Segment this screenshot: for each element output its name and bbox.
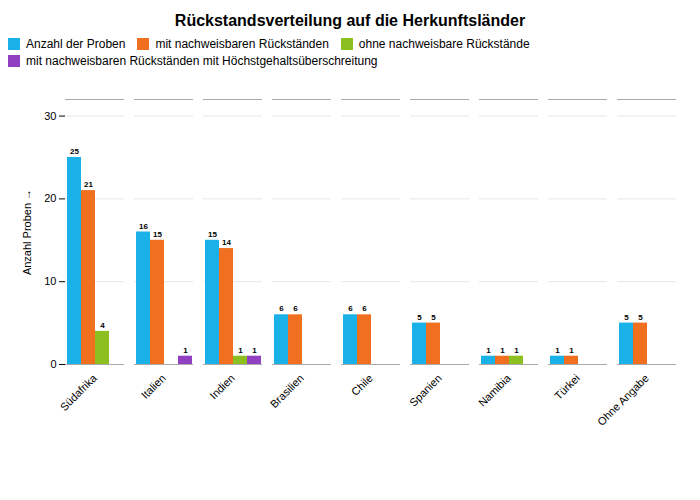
svg-text:1: 1 — [555, 346, 560, 355]
svg-text:Chile: Chile — [349, 372, 375, 398]
svg-text:1: 1 — [183, 346, 188, 355]
svg-text:5: 5 — [417, 313, 422, 322]
svg-text:Anzahl Proben →: Anzahl Proben → — [21, 189, 33, 275]
svg-text:1: 1 — [500, 346, 505, 355]
svg-text:1: 1 — [252, 346, 257, 355]
svg-text:1: 1 — [486, 346, 491, 355]
svg-text:25: 25 — [70, 147, 79, 156]
svg-text:5: 5 — [624, 313, 629, 322]
svg-text:6: 6 — [293, 304, 298, 313]
html-text:mit nachweisbaren Rückständen: mit nachweisbaren Rückständen — [155, 37, 329, 52]
html-text:ohne nachweisbare Rückstände: ohne nachweisbare Rückstände — [358, 37, 530, 52]
svg-text:Türkei: Türkei — [552, 372, 582, 402]
svg-text:15: 15 — [208, 230, 217, 239]
svg-text:1: 1 — [514, 346, 519, 355]
svg-text:Italien: Italien — [139, 372, 168, 401]
html-text:mit nachweisbaren Rückständen: mit nachweisbaren Rückständen mit Höchst… — [26, 53, 378, 68]
svg-text:6: 6 — [362, 304, 367, 313]
svg-text:5: 5 — [431, 313, 436, 322]
svg-text:30: 30 — [44, 110, 56, 122]
svg-text:6: 6 — [279, 304, 284, 313]
html-text:Rückstandsverteilung auf die H: Rückstandsverteilung auf die Herkunftslä… — [174, 12, 526, 29]
svg-text:4: 4 — [100, 321, 105, 330]
svg-text:16: 16 — [139, 222, 148, 231]
svg-text:20: 20 — [44, 192, 56, 204]
svg-text:Ohne Angabe: Ohne Angabe — [595, 372, 651, 428]
svg-text:Südafrika: Südafrika — [58, 371, 100, 413]
svg-text:5: 5 — [638, 313, 643, 322]
svg-text:10: 10 — [44, 275, 56, 287]
svg-text:15: 15 — [153, 230, 162, 239]
html-text:Anzahl der Proben: Anzahl der Proben — [26, 37, 126, 52]
svg-text:Brasilien: Brasilien — [268, 372, 306, 410]
svg-text:Spanien: Spanien — [407, 372, 444, 409]
svg-text:Namibia: Namibia — [476, 371, 514, 409]
svg-text:0: 0 — [50, 358, 56, 370]
svg-text:Indien: Indien — [207, 372, 237, 402]
svg-text:6: 6 — [348, 304, 353, 313]
svg-text:14: 14 — [222, 238, 231, 247]
svg-text:21: 21 — [84, 180, 93, 189]
svg-text:1: 1 — [569, 346, 574, 355]
svg-text:1: 1 — [238, 346, 243, 355]
